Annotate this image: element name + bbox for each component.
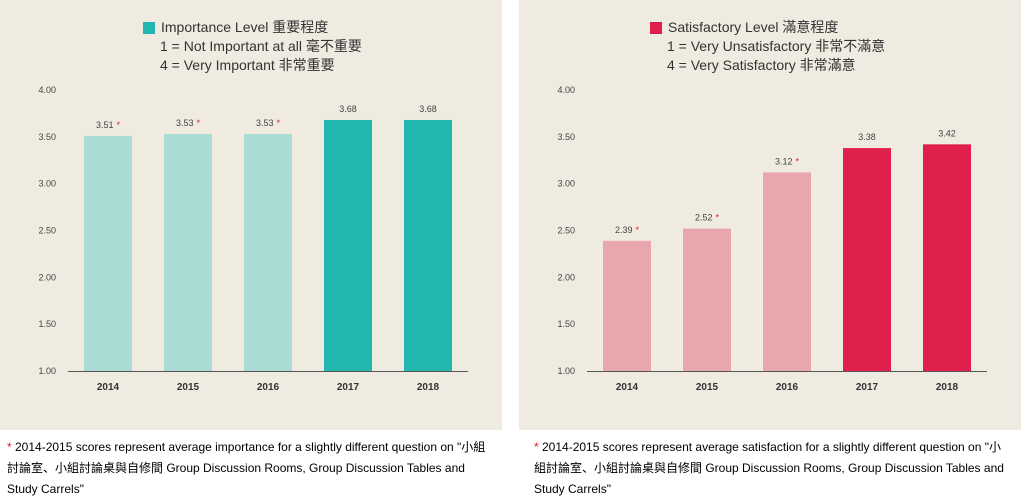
y-tick-label: 3.50 [38,132,56,142]
data-label: 2.52 * [695,213,720,223]
x-tick-label: 2017 [337,382,360,393]
data-label: 3.68 [339,104,357,114]
satisfaction-legend-swatch [650,21,662,34]
satisfaction-legend: Satisfactory Level 滿意程度 1 = Very Unsatis… [650,18,885,75]
x-tick-label: 2016 [776,382,799,393]
bar [84,135,132,371]
satisfaction-legend-title: Satisfactory Level 滿意程度 [668,19,839,35]
x-tick-label: 2015 [177,382,200,393]
satisfaction-footnote-text: 2014-2015 scores represent average satis… [534,440,1004,496]
importance-footnote: * 2014-2015 scores represent average imp… [7,437,487,500]
footnote-star: * [7,440,12,454]
bar [923,144,971,371]
importance-legend-title: Importance Level 重要程度 [161,19,329,35]
y-tick-label: 4.00 [38,85,56,95]
x-tick-label: 2018 [936,382,959,393]
bar [404,119,452,372]
satisfaction-footnote: * 2014-2015 scores represent average sat… [534,437,1012,500]
importance-footnote-text: 2014-2015 scores represent average impor… [7,440,486,496]
satisfaction-legend-scale-min: 1 = Very Unsatisfactory 非常不滿意 [667,38,886,54]
y-tick-label: 3.50 [557,132,575,142]
data-label: 2.39 * [615,225,640,235]
y-tick-label: 1.00 [38,366,56,376]
importance-legend-scale-max: 4 = Very Important 非常重要 [160,57,335,73]
data-label: 3.68 [419,104,437,114]
x-tick-label: 2015 [696,382,719,393]
bar [244,134,292,371]
data-label: 3.53 * [176,118,201,128]
importance-legend-swatch [143,21,155,34]
importance-bar-chart: 1.00 1.50 2.00 2.50 3.00 3.50 4.00 3.51 * 2014 3.5… [38,85,468,393]
y-tick-label: 2.50 [38,226,56,236]
data-label: 3.42 [938,128,956,138]
importance-legend-scale-min: 1 = Not Important at all 毫不重要 [160,38,362,54]
y-tick-label: 4.00 [557,85,575,95]
y-tick-label: 3.00 [38,179,56,189]
y-tick-label: 2.00 [557,272,575,282]
bar [164,134,212,371]
footnote-star: * [534,440,539,454]
x-tick-label: 2017 [856,382,879,393]
x-tick-label: 2016 [257,382,280,393]
data-label: 3.53 * [256,118,281,128]
data-label: 3.12 * [775,156,800,166]
satisfaction-chart-panel: Satisfactory Level 滿意程度 1 = Very Unsatis… [519,0,1021,430]
y-tick-label: 2.50 [557,226,575,236]
satisfaction-legend-scale-max: 4 = Very Satisfactory 非常滿意 [667,57,856,73]
y-tick-label: 1.00 [557,366,575,376]
importance-legend: Importance Level 重要程度 1 = Not Important … [143,18,362,75]
y-tick-label: 3.00 [557,179,575,189]
y-tick-label: 1.50 [38,319,56,329]
bar [683,228,731,371]
bar [324,119,372,372]
bar [843,148,891,371]
bar [763,172,811,371]
x-tick-label: 2018 [417,382,440,393]
data-label: 3.51 * [96,120,121,130]
data-label: 3.38 [858,132,876,142]
x-tick-label: 2014 [97,382,120,393]
importance-chart-panel: Importance Level 重要程度 1 = Not Important … [0,0,502,430]
bar [603,240,651,371]
x-tick-label: 2014 [616,382,639,393]
y-tick-label: 2.00 [38,272,56,282]
satisfaction-bar-chart: 1.00 1.50 2.00 2.50 3.00 3.50 4.00 2.39 * 2014 2.5… [557,85,987,393]
y-tick-label: 1.50 [557,319,575,329]
